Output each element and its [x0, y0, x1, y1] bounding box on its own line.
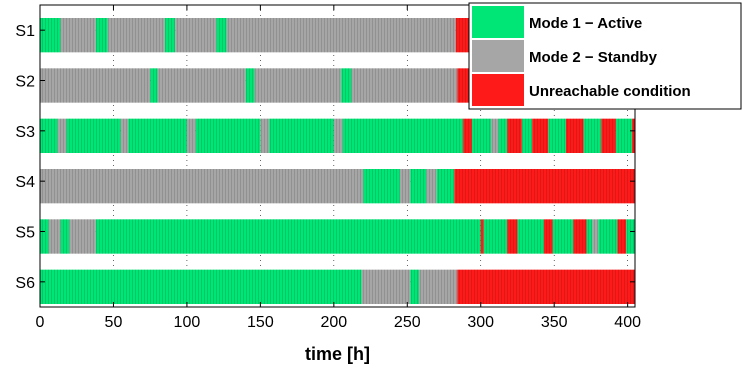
x-tick-label: 300: [467, 314, 494, 331]
plot-frame: [39, 4, 636, 308]
x-tick-label: 250: [394, 314, 421, 331]
x-tick-label: 350: [541, 314, 568, 331]
legend-label: Mode 1 − Active: [529, 15, 642, 32]
y-tick-label: S5: [15, 225, 35, 242]
y-tick-label: S6: [15, 275, 35, 292]
legend-label: Unreachable condition: [529, 83, 691, 100]
y-tick-label: S1: [15, 23, 35, 40]
bar-texture: [40, 269, 635, 304]
bar-texture: [40, 118, 635, 153]
x-tick-label: 100: [174, 314, 201, 331]
y-tick-label: S4: [15, 174, 35, 191]
legend-swatch-active: [472, 6, 524, 38]
y-tick-label: S2: [15, 74, 35, 91]
x-axis-title: time [h]: [305, 344, 370, 364]
legend-swatch-unreachable: [472, 74, 524, 106]
y-tick-label: S3: [15, 124, 35, 141]
bar-texture: [40, 219, 635, 254]
bar-texture: [40, 169, 635, 204]
x-tick-label: 400: [614, 314, 641, 331]
legend-label: Mode 2 − Standby: [529, 49, 658, 66]
x-tick-label: 200: [320, 314, 347, 331]
x-tick-label: 0: [36, 314, 45, 331]
x-tick-label: 150: [247, 314, 274, 331]
x-tick-label: 50: [105, 314, 123, 331]
legend-swatch-standby: [472, 40, 524, 72]
